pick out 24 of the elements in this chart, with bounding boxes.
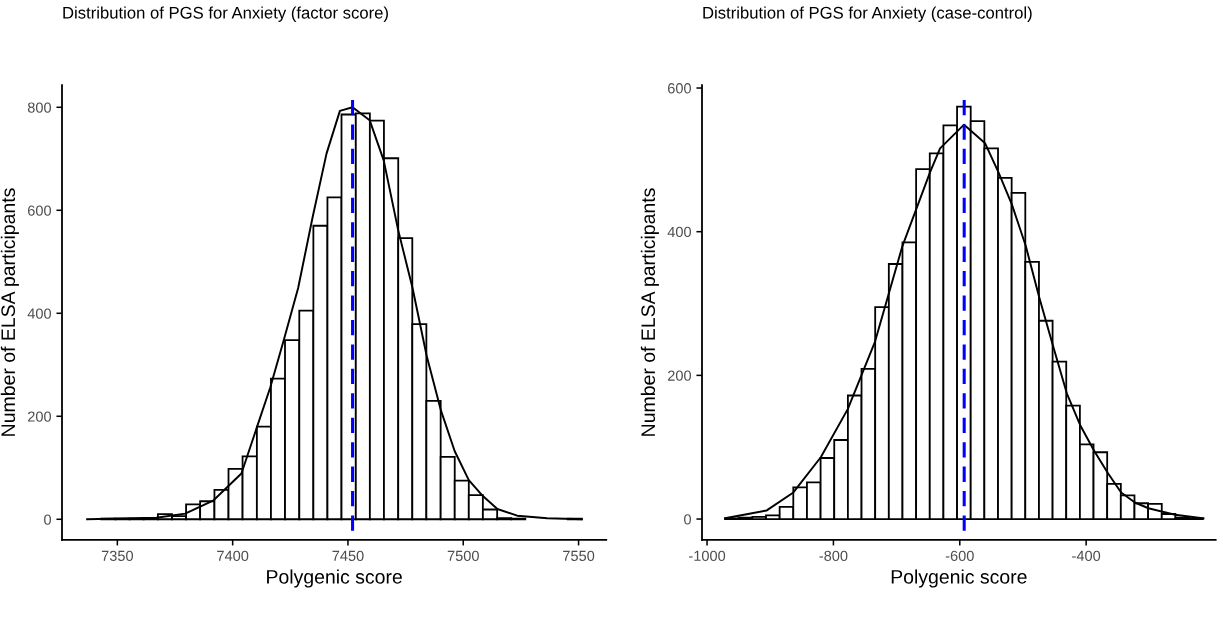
x-tick-label: -1000 xyxy=(689,550,726,561)
x-tick-label: 7550 xyxy=(563,550,595,561)
y-tick-label: 600 xyxy=(28,205,52,216)
y-tick-label: 0 xyxy=(44,514,52,525)
y-tick-label: 400 xyxy=(667,226,692,238)
x-axis-title: Polygenic score xyxy=(891,569,1027,588)
x-axis-title: Polygenic score xyxy=(267,569,402,588)
chart-title: Distribution of PGS for Anxiety (case-control) xyxy=(703,6,1032,22)
x-tick-label: -600 xyxy=(945,550,974,561)
y-axis-title: Number of ELSA participants xyxy=(0,188,19,436)
x-tick-label: -400 xyxy=(1072,550,1101,561)
x-tick-label: 7450 xyxy=(332,550,364,561)
y-tick-label: 0 xyxy=(684,514,692,525)
y-tick-label: 800 xyxy=(27,102,52,113)
x-tick-label: 7500 xyxy=(447,550,479,561)
x-tick-label: -800 xyxy=(819,550,848,561)
y-axis-title: Number of ELSA participants xyxy=(640,188,659,436)
chart-title: Distribution of PGS for Anxiety (factor score) xyxy=(63,6,388,22)
y-tick-label: 200 xyxy=(27,411,52,422)
y-tick-label: 200 xyxy=(667,370,692,381)
x-tick-label: 7400 xyxy=(217,550,249,561)
x-tick-label: 7350 xyxy=(101,550,133,561)
y-tick-label: 400 xyxy=(27,308,52,319)
y-tick-label: 600 xyxy=(668,83,692,94)
